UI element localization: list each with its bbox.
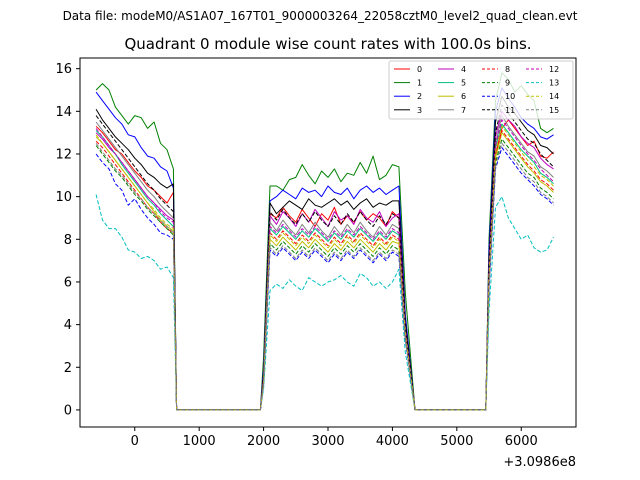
- legend-label-10: 10: [505, 92, 515, 101]
- y-tick-label: 6: [64, 275, 72, 290]
- chart-title: Quadrant 0 module wise count rates with …: [124, 35, 531, 53]
- legend-label-15: 15: [549, 106, 559, 115]
- plot-lines: [95, 72, 554, 411]
- series-line-8: [95, 130, 554, 411]
- y-tick-label: 8: [64, 233, 72, 248]
- series-line-10: [95, 147, 554, 411]
- x-axis: 0 1000 2000 3000 4000 5000 6000: [131, 427, 538, 449]
- series-line-0: [95, 119, 554, 411]
- y-tick-label: 16: [55, 62, 72, 77]
- x-tick-label: 1000: [183, 434, 216, 449]
- x-tick-label: 0: [131, 434, 139, 449]
- x-tick-label: 5000: [440, 434, 473, 449]
- legend-label-3: 3: [417, 106, 422, 115]
- x-tick-label: 3000: [311, 434, 344, 449]
- legend-label-4: 4: [461, 65, 466, 74]
- series-line-7: [95, 115, 554, 411]
- series-line-14: [95, 125, 554, 411]
- series-line-4: [95, 110, 554, 411]
- x-tick-label: 2000: [247, 434, 280, 449]
- y-tick-label: 14: [55, 105, 72, 120]
- y-tick-label: 10: [55, 190, 72, 205]
- series-line-6: [95, 132, 554, 411]
- legend-label-1: 1: [417, 79, 422, 88]
- legend-label-12: 12: [549, 65, 559, 74]
- series-line-12: [95, 119, 554, 411]
- y-tick-label: 0: [64, 403, 72, 418]
- series-line-9: [95, 138, 554, 411]
- series-line-13: [95, 194, 554, 411]
- legend-label-14: 14: [549, 92, 559, 101]
- x-tick-label: 4000: [376, 434, 409, 449]
- legend-label-7: 7: [461, 106, 466, 115]
- legend-label-13: 13: [549, 79, 559, 88]
- legend-label-11: 11: [505, 106, 515, 115]
- x-tick-label: 6000: [505, 434, 538, 449]
- y-axis: 0 2 4 6 8 10 12 14 16: [55, 62, 80, 418]
- series-line-15: [95, 142, 554, 411]
- legend-label-2: 2: [417, 92, 422, 101]
- legend-box: [388, 60, 574, 120]
- legend-label-8: 8: [505, 65, 510, 74]
- legend-label-6: 6: [461, 92, 466, 101]
- x-offset-label: +3.0986e8: [503, 455, 576, 470]
- suptitle: Data file: modeM0/AS1A07_167T01_90000032…: [63, 9, 578, 23]
- legend-label-5: 5: [461, 79, 466, 88]
- y-tick-label: 4: [64, 318, 72, 333]
- series-line-5: [95, 123, 554, 411]
- series-line-11: [95, 104, 554, 411]
- series-line-1: [95, 72, 554, 411]
- y-tick-label: 2: [64, 361, 72, 376]
- y-tick-label: 12: [55, 147, 72, 162]
- legend-label-9: 9: [505, 79, 510, 88]
- legend-label-0: 0: [417, 65, 422, 74]
